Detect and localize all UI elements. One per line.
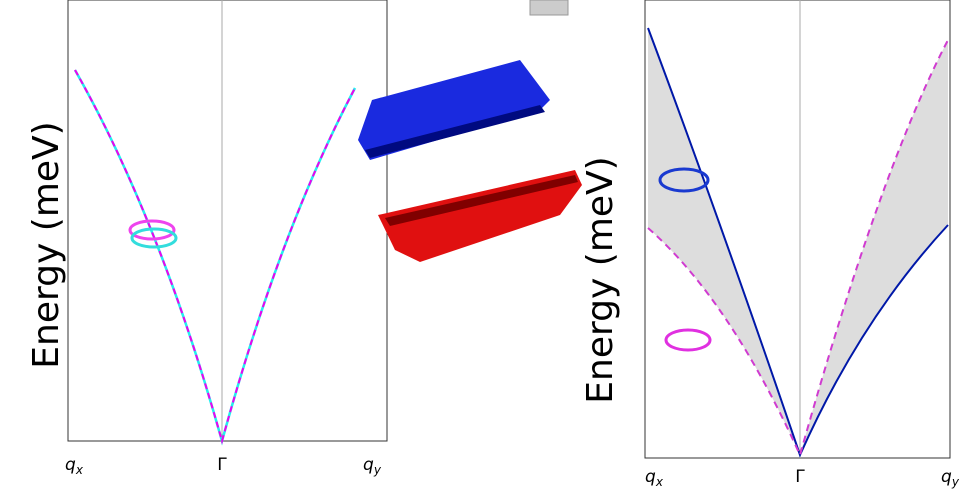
y-label: Energy (meV) bbox=[26, 121, 67, 368]
tick-subscript: y bbox=[951, 475, 960, 489]
red-spins bbox=[378, 170, 582, 262]
x-tick-label: qy bbox=[363, 455, 382, 477]
cyan-curve bbox=[73, 69, 357, 446]
blue-rotation bbox=[658, 167, 710, 193]
blue-spins bbox=[358, 60, 550, 160]
tick-subscript: x bbox=[655, 475, 664, 489]
tick-base: q bbox=[941, 467, 952, 487]
tick-base: q bbox=[65, 455, 76, 475]
magenta-rotation bbox=[664, 328, 712, 352]
blue-curve bbox=[647, 27, 949, 458]
x-tick-label: qx bbox=[65, 455, 84, 477]
tick-base: q bbox=[645, 467, 656, 487]
tick-base: q bbox=[363, 455, 374, 475]
x-tick-label: Γ bbox=[217, 455, 227, 475]
tick-base: Γ bbox=[217, 455, 227, 475]
right-frame bbox=[644, 0, 951, 459]
shaded-region bbox=[648, 28, 948, 455]
y-label: Energy (meV) bbox=[580, 156, 621, 403]
tick-subscript: x bbox=[75, 463, 84, 477]
tick-subscript: y bbox=[373, 463, 382, 477]
left-frame bbox=[67, 0, 388, 442]
corner-icon bbox=[529, 0, 569, 16]
magenta-rotation bbox=[128, 219, 176, 241]
x-tick-label: Γ bbox=[795, 467, 805, 487]
x-tick-label: qy bbox=[941, 467, 960, 489]
magenta-curve bbox=[647, 39, 949, 458]
x-tick-label: qx bbox=[645, 467, 664, 489]
magenta-curve bbox=[74, 69, 356, 445]
cyan-rotation bbox=[130, 227, 178, 249]
tick-base: Γ bbox=[795, 467, 805, 487]
